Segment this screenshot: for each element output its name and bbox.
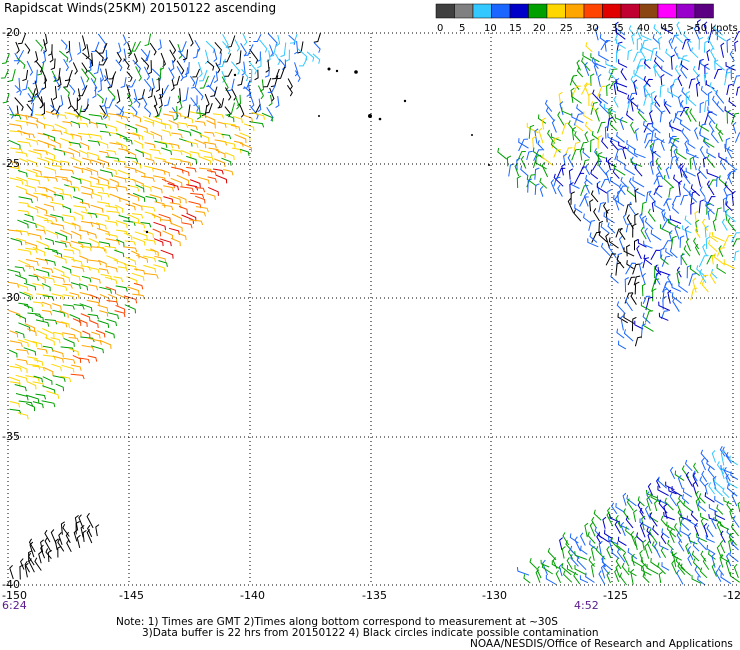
legend-label-9: 45 bbox=[661, 23, 674, 34]
legend-swatch-2 bbox=[472, 3, 492, 19]
island-0 bbox=[327, 67, 331, 71]
legend-swatch-3 bbox=[491, 3, 511, 19]
note-line-3: NOAA/NESDIS/Office of Research and Appli… bbox=[470, 638, 733, 650]
wind-swaths bbox=[0, 19, 740, 586]
legend-swatch-11 bbox=[639, 3, 659, 19]
lon-tick-4: -130 bbox=[482, 589, 507, 602]
legend-swatch-9 bbox=[602, 3, 622, 19]
legend-swatch-13 bbox=[676, 3, 696, 19]
legend-swatch-8 bbox=[583, 3, 603, 19]
time-right: 4:52 bbox=[574, 599, 599, 612]
legend-label-2: 10 bbox=[484, 23, 497, 34]
lon-tick-2: -140 bbox=[240, 589, 265, 602]
lon-tick-0: -150 bbox=[2, 589, 27, 602]
island-2 bbox=[354, 70, 358, 74]
lat-lon-grid bbox=[7, 32, 740, 586]
island-6 bbox=[318, 115, 320, 117]
wind-speed-legend: 0 5 10 15 20 25 30 35 40 45 >50 knots bbox=[435, 3, 738, 34]
legend-label-10: >50 knots bbox=[686, 23, 738, 34]
island-5 bbox=[403, 99, 407, 103]
lat-tick-4: -40 bbox=[2, 578, 20, 591]
legend-swatch-14 bbox=[694, 3, 714, 19]
island-3 bbox=[368, 114, 372, 118]
island-1 bbox=[335, 69, 339, 73]
map-title: Rapidscat Winds(25KM) 20150122 ascending bbox=[4, 1, 277, 15]
island-7 bbox=[471, 134, 473, 136]
legend-label-6: 30 bbox=[586, 23, 599, 34]
island-4 bbox=[378, 117, 382, 121]
legend-label-4: 20 bbox=[533, 23, 546, 34]
lon-tick-1: -145 bbox=[119, 589, 144, 602]
legend-swatch-6 bbox=[546, 3, 566, 19]
legend-label-8: 40 bbox=[637, 23, 650, 34]
legend-swatch-0 bbox=[435, 3, 455, 19]
island-8 bbox=[488, 164, 490, 166]
legend-swatch-12 bbox=[657, 3, 677, 19]
legend-label-7: 35 bbox=[611, 23, 624, 34]
lon-tick-5: -125 bbox=[603, 589, 628, 602]
legend-swatch-5 bbox=[528, 3, 548, 19]
note-line-2: 3)Data buffer is 22 hrs from 20150122 4)… bbox=[142, 627, 599, 639]
legend-label-1: 5 bbox=[459, 23, 465, 34]
legend-swatch-1 bbox=[454, 3, 474, 19]
islands bbox=[145, 67, 490, 234]
island-9 bbox=[233, 73, 237, 77]
time-left: 6:24 bbox=[2, 599, 27, 612]
lat-tick-3: -35 bbox=[2, 430, 20, 443]
note-line-1: Note: 1) Times are GMT 2)Times along bot… bbox=[116, 616, 558, 628]
legend-label-3: 15 bbox=[509, 23, 522, 34]
lon-tick-6: -12 bbox=[723, 589, 740, 602]
legend-swatch-7 bbox=[565, 3, 585, 19]
legend-label-5: 25 bbox=[560, 23, 573, 34]
lon-tick-3: -135 bbox=[362, 589, 387, 602]
legend-swatch-10 bbox=[620, 3, 640, 19]
island-10 bbox=[145, 230, 149, 234]
lat-tick-0: -20 bbox=[2, 26, 20, 39]
lat-tick-2: -30 bbox=[2, 291, 20, 304]
lat-tick-1: -25 bbox=[2, 157, 20, 170]
legend-label-0: 0 bbox=[437, 23, 443, 34]
legend-swatch-4 bbox=[509, 3, 529, 19]
